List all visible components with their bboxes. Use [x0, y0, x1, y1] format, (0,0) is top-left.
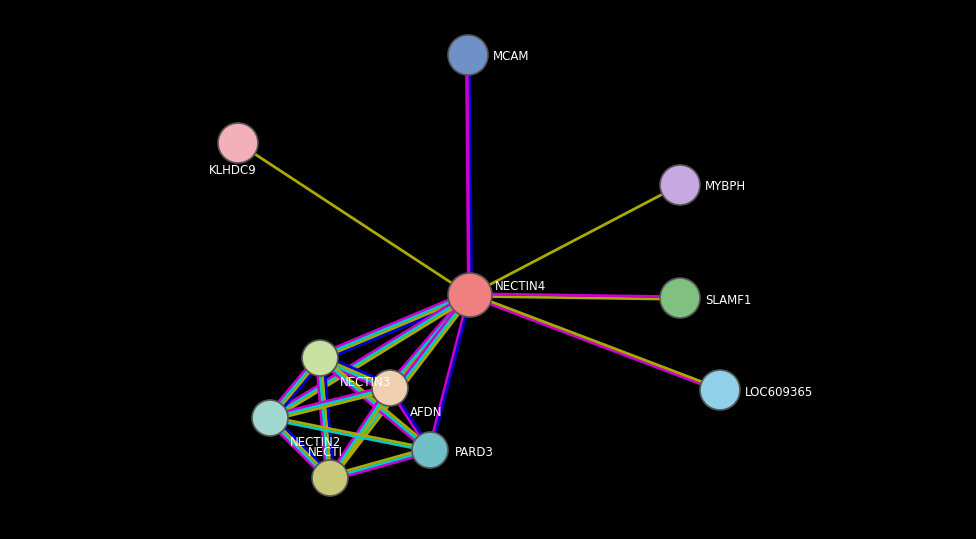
Circle shape	[660, 165, 700, 205]
Text: NECTIN3: NECTIN3	[340, 376, 391, 389]
Text: KLHDC9: KLHDC9	[209, 164, 257, 177]
Circle shape	[660, 278, 700, 318]
Circle shape	[372, 370, 408, 406]
Circle shape	[412, 432, 448, 468]
Circle shape	[448, 35, 488, 75]
Text: AFDN: AFDN	[410, 405, 442, 418]
Circle shape	[700, 370, 740, 410]
Text: NECTI: NECTI	[307, 446, 343, 459]
Text: PARD3: PARD3	[455, 446, 494, 459]
Circle shape	[252, 400, 288, 436]
Text: MCAM: MCAM	[493, 51, 530, 64]
Text: NECTIN2: NECTIN2	[290, 436, 342, 448]
Text: MYBPH: MYBPH	[705, 181, 746, 194]
Circle shape	[448, 273, 492, 317]
Circle shape	[312, 460, 348, 496]
Circle shape	[302, 340, 338, 376]
Circle shape	[218, 123, 258, 163]
Text: SLAMF1: SLAMF1	[705, 294, 752, 307]
Text: LOC609365: LOC609365	[745, 385, 813, 398]
Text: NECTIN4: NECTIN4	[495, 280, 547, 294]
